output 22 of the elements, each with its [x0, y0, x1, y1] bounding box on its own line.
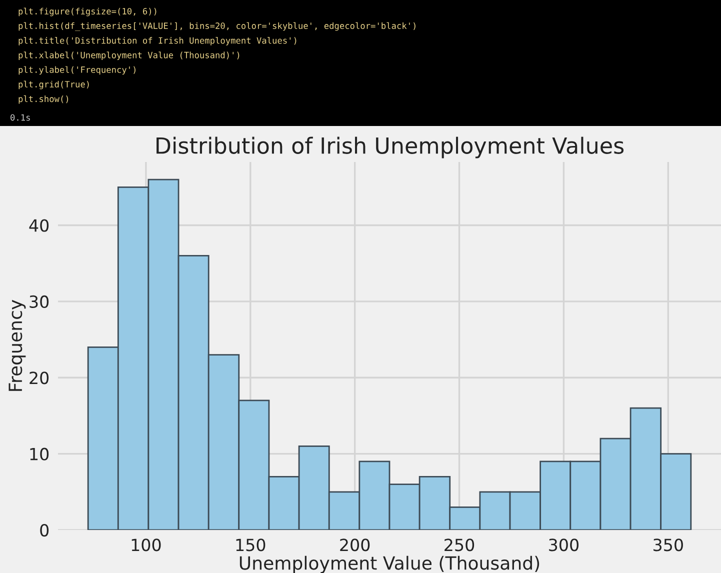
text: plt.ylabel('Frequency'): [18, 66, 136, 75]
text: plt.figure(figsize=(10, 6)): [18, 8, 156, 16]
x-axis-title: Unemployment Value (Thousand): [240, 556, 540, 573]
text: plt.title('Distribution of Irish Unemployment Values'): [18, 37, 296, 46]
text: plt.grid(True): [18, 80, 89, 90]
x-tick-label: 100: [132, 538, 161, 552]
chart-title: Distribution of Irish Unemployment Values: [156, 136, 624, 158]
text: 0.1s: [10, 114, 30, 121]
text: plt.show(): [18, 95, 68, 104]
y-tick-label: 10: [30, 448, 49, 460]
y-tick-label: 30: [30, 295, 49, 308]
x-tick-label: 350: [654, 538, 683, 552]
y-axis-title: Frequency: [8, 300, 26, 391]
text: plt.xlabel('Unemployment Value (Thousand)'): [18, 52, 240, 60]
x-tick-label: 200: [340, 538, 370, 552]
x-tick-label: 150: [236, 538, 266, 552]
y-tick-label: 0: [40, 524, 49, 537]
x-tick-label: 300: [549, 538, 579, 552]
text: plt.hist(df_timeseries['VALUE'], bins=20, color='skyblue', edgecolor='black'): [18, 22, 416, 31]
y-tick-label: 40: [29, 219, 49, 232]
y-tick-label: 20: [30, 372, 49, 384]
x-tick-label: 250: [444, 538, 474, 552]
